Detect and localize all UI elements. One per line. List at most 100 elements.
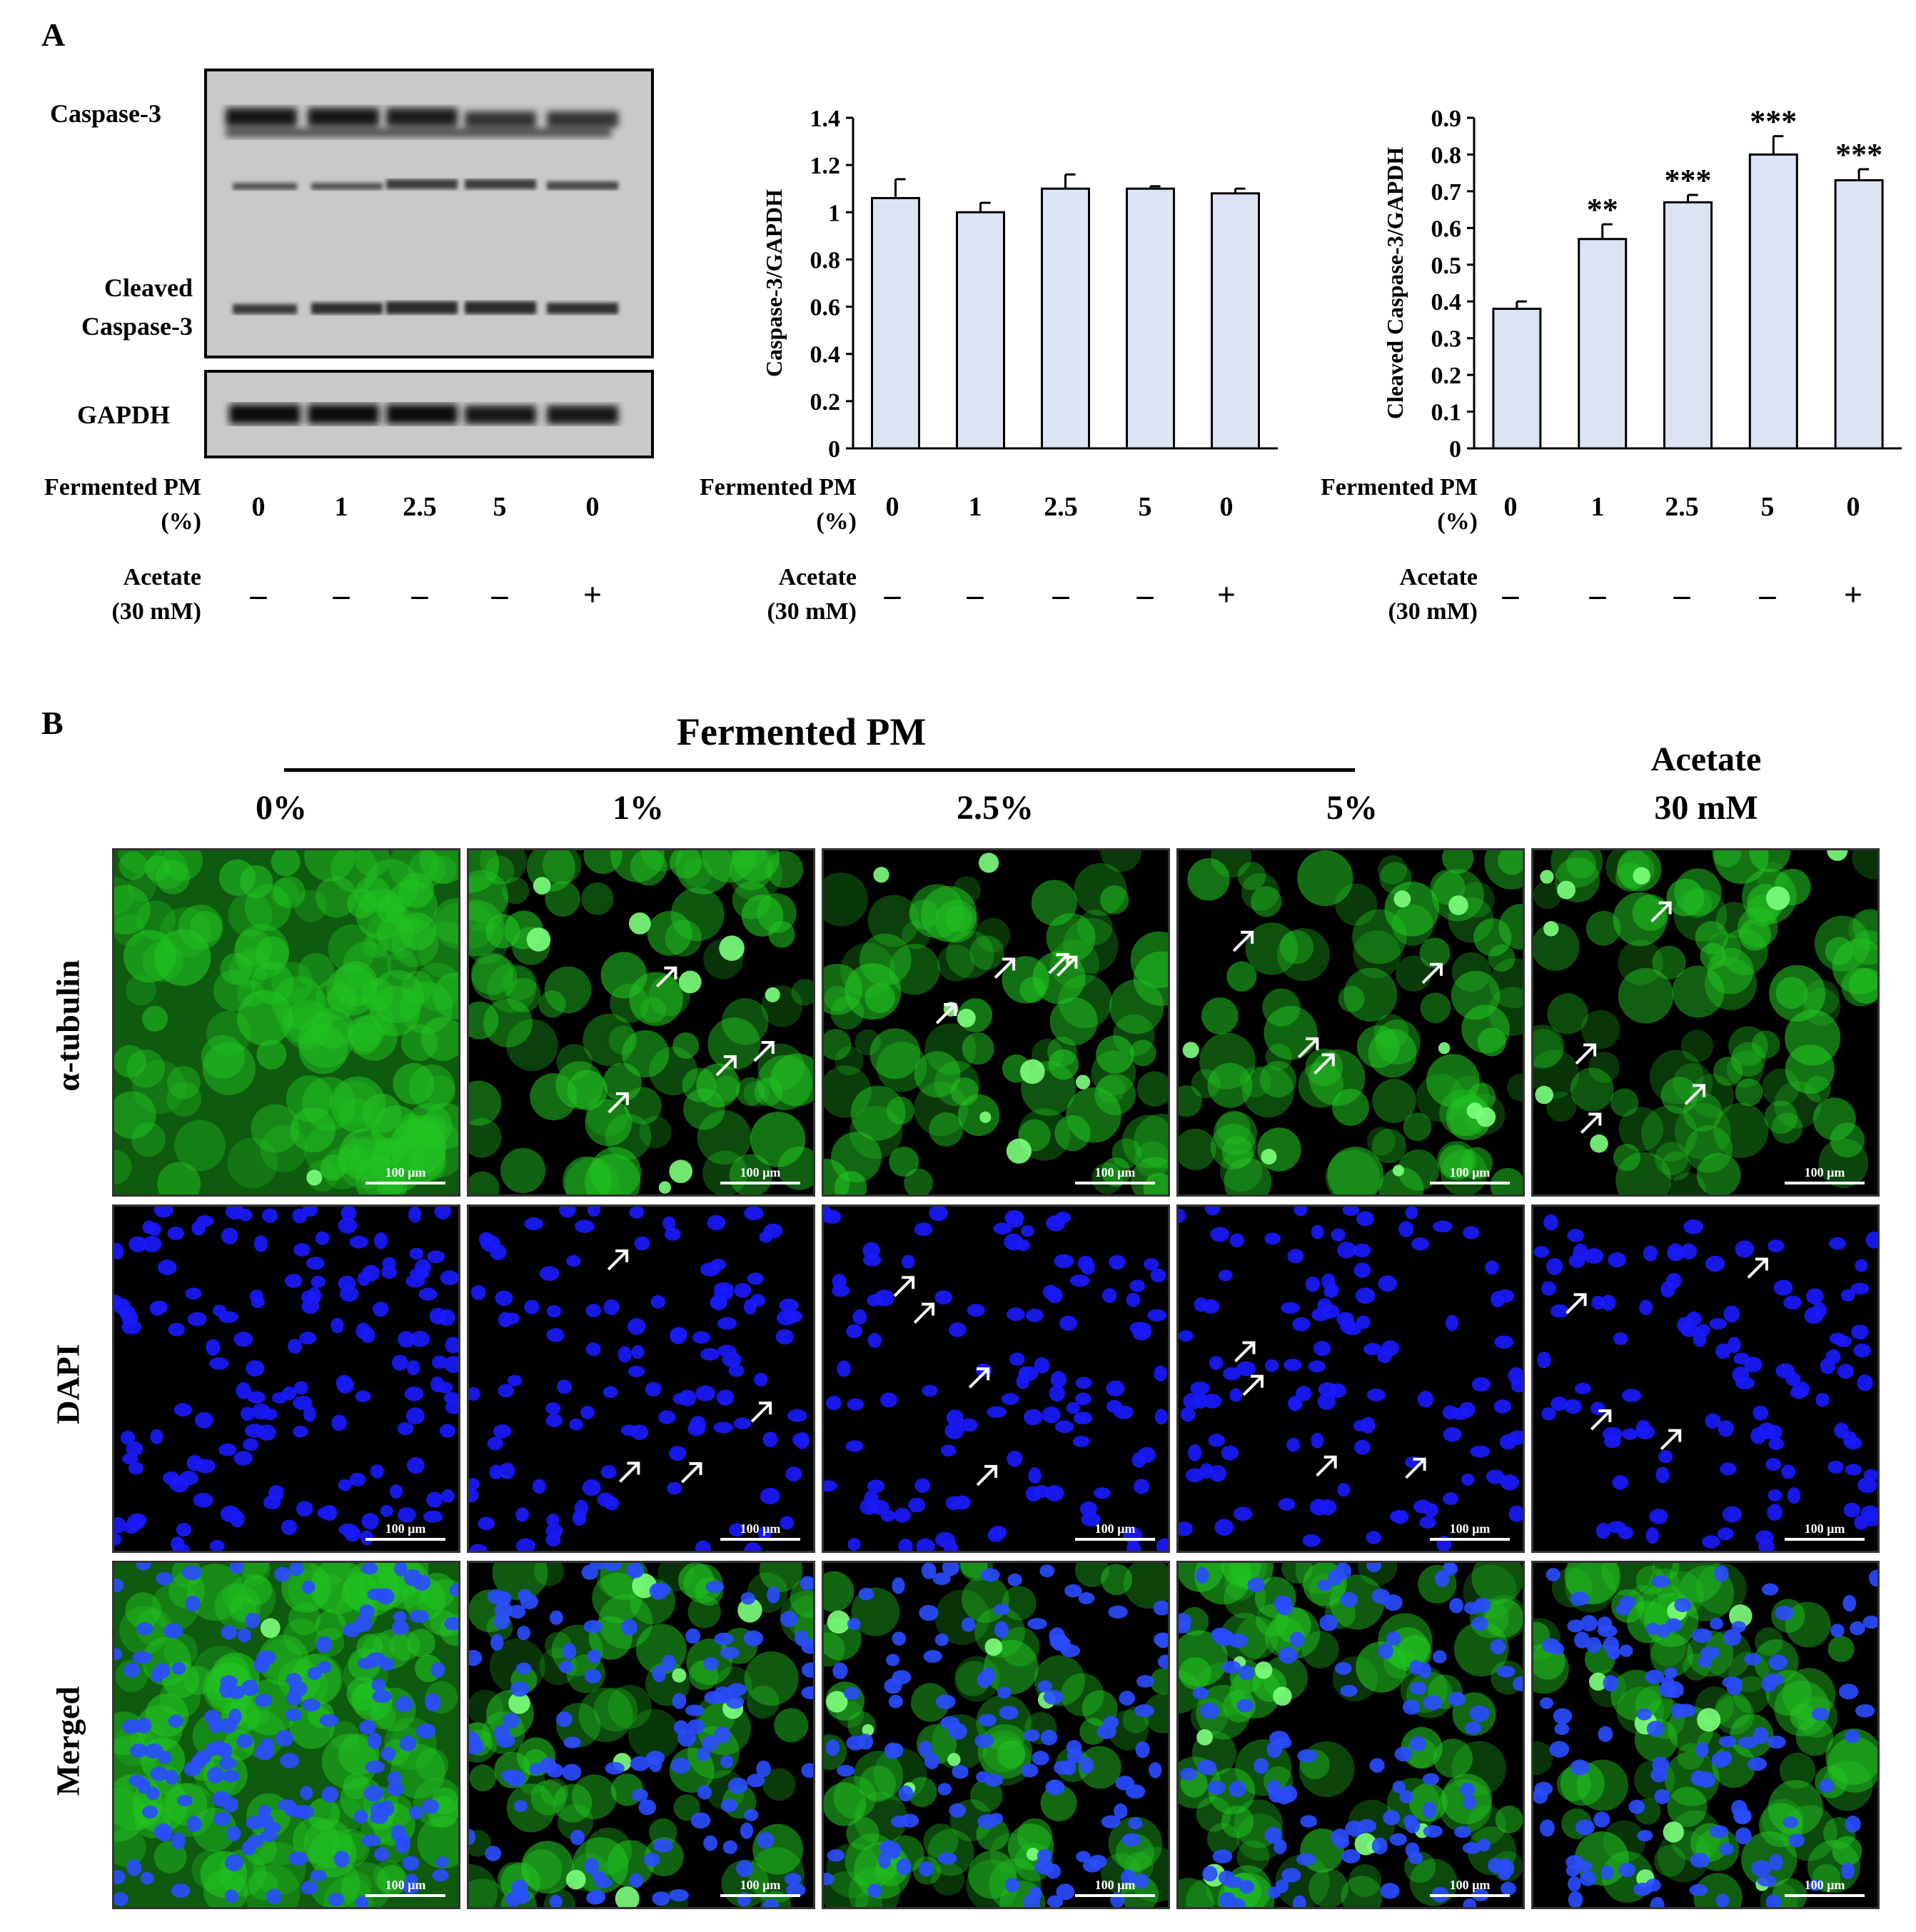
arrow-icon xyxy=(1590,1409,1611,1431)
scale-bar: 100 µm xyxy=(720,1878,800,1897)
fermented-label: Fermented PM xyxy=(44,474,201,500)
scale-bar-label: 100 µm xyxy=(1804,1165,1845,1179)
scale-bar: 100 µm xyxy=(720,1521,800,1541)
row-label-dapi: DAPI xyxy=(49,1344,86,1424)
bar xyxy=(1126,187,1175,450)
y-tick-label: 0.3 xyxy=(1431,326,1462,353)
arrow-icon xyxy=(913,1303,934,1324)
arrow-icons xyxy=(893,1276,998,1486)
y-tick-label: 0.1 xyxy=(1431,400,1462,426)
y-tick-label: 0.7 xyxy=(1431,179,1462,206)
fermented-label-unit: (%) xyxy=(1437,508,1478,535)
blot-label-gapdh: GAPDH xyxy=(77,401,170,429)
bar xyxy=(1492,308,1542,450)
y-tick-label: 0.5 xyxy=(1431,253,1462,279)
row-label-merged: Merged xyxy=(49,1686,86,1796)
micrograph-tubulin-3: 100 µm xyxy=(1176,848,1525,1197)
fermented-value: 5 xyxy=(493,492,507,522)
fermented-value: 1 xyxy=(334,492,348,522)
micrograph-image xyxy=(1533,850,1877,1194)
acetate-value: – xyxy=(1502,576,1519,613)
scale-bar-label: 100 µm xyxy=(385,1165,426,1179)
micrograph-tubulin-2: 100 µm xyxy=(822,848,1170,1197)
blot-label-cleaved: Cleaved xyxy=(104,273,193,302)
micrograph-image xyxy=(1179,1207,1523,1551)
fermented-label-unit: (%) xyxy=(816,508,857,535)
arrow-icon xyxy=(1405,1458,1426,1479)
arrow-icon xyxy=(1421,963,1443,985)
fermented-value: 1 xyxy=(968,492,982,522)
y-tick-label: 0.4 xyxy=(1431,289,1462,316)
bar xyxy=(1663,201,1713,450)
scale-bar: 100 µm xyxy=(365,1521,445,1541)
dapi-stain xyxy=(1179,1207,1523,1551)
fermented-value: 2.5 xyxy=(1044,492,1078,522)
fermented-value: 5 xyxy=(1760,492,1775,522)
bar xyxy=(1578,238,1628,450)
y-tick-label: 0.2 xyxy=(1431,363,1462,389)
acetate-label: Acetate xyxy=(1399,564,1478,590)
arrow-icons xyxy=(935,953,1078,1025)
micrograph-image xyxy=(1179,1563,1523,1907)
y-tick-label: 1 xyxy=(828,200,840,226)
fermented-value: 0 xyxy=(1846,492,1860,522)
dapi-stain xyxy=(1533,1565,1877,1907)
arrow-icon xyxy=(715,1055,737,1077)
tubulin-stain xyxy=(469,850,813,1194)
arrow-icon xyxy=(968,1367,989,1389)
fermented-pm-line xyxy=(284,768,1355,772)
arrow-icon xyxy=(893,1276,914,1297)
acetate-value: – xyxy=(411,576,428,613)
dapi-stain xyxy=(469,1563,813,1907)
bar xyxy=(871,196,920,450)
acetate-value: + xyxy=(1843,576,1863,613)
arrow-icon xyxy=(750,1402,772,1423)
acetate-value: – xyxy=(491,576,508,613)
row-label-tubulin: α-tubulin xyxy=(49,960,86,1092)
scale-bar: 100 µm xyxy=(1785,1165,1865,1184)
scale-bar: 100 µm xyxy=(1075,1521,1155,1541)
scale-bar-label: 100 µm xyxy=(740,1165,781,1179)
micrograph-image xyxy=(114,1563,458,1907)
acetate-label: Acetate xyxy=(123,564,201,590)
y-tick-label: 0.6 xyxy=(810,295,841,321)
acetate-label-unit: (30 mM) xyxy=(767,598,857,625)
blot-label-cleaved-2: Caspase-3 xyxy=(81,312,193,341)
bar xyxy=(1834,178,1884,450)
bar xyxy=(1041,187,1090,450)
scale-bar: 100 µm xyxy=(1430,1878,1510,1897)
scale-bar: 100 µm xyxy=(1430,1165,1510,1184)
arrow-icons xyxy=(1232,930,1443,1075)
dapi-stain xyxy=(114,1563,458,1907)
arrow-icons xyxy=(607,966,775,1114)
micrograph-image xyxy=(114,1207,458,1551)
scale-bar: 100 µm xyxy=(1785,1521,1865,1541)
scale-bar: 100 µm xyxy=(1785,1878,1865,1897)
scale-bar-label: 100 µm xyxy=(385,1878,426,1892)
scale-bar: 100 µm xyxy=(720,1165,800,1184)
arrow-icon xyxy=(1242,1375,1264,1397)
micrograph-image xyxy=(469,1563,813,1907)
micrograph-image xyxy=(824,1207,1168,1551)
arrow-icon xyxy=(1234,1342,1255,1363)
micrograph-merged-1: 100 µm xyxy=(467,1561,815,1909)
fermented-value: 0 xyxy=(585,492,600,522)
dapi-stain xyxy=(469,1207,810,1551)
fermented-value: 0 xyxy=(885,492,899,522)
acetate-header-line2: 30 mM xyxy=(1654,789,1758,827)
micrograph-image xyxy=(1533,1563,1877,1907)
acetate-value: + xyxy=(583,576,602,613)
cleaved-caspase3-bands xyxy=(233,301,618,314)
arrow-icon xyxy=(607,1092,629,1114)
mid-bands xyxy=(233,179,618,190)
acetate-value: – xyxy=(1759,576,1776,613)
acetate-label-unit: (30 mM) xyxy=(1388,598,1478,625)
column-header-1: 1% xyxy=(612,789,664,827)
y-axis-label: Cleaved Caspase-3/GAPDH xyxy=(1382,147,1408,419)
column-header-0: 0% xyxy=(256,789,307,827)
arrow-icon xyxy=(681,1462,702,1484)
scale-bar-label: 100 µm xyxy=(1449,1165,1491,1179)
scale-bar: 100 µm xyxy=(365,1878,445,1897)
scale-bar-label: 100 µm xyxy=(385,1521,426,1536)
arrow-icon xyxy=(619,1461,640,1483)
